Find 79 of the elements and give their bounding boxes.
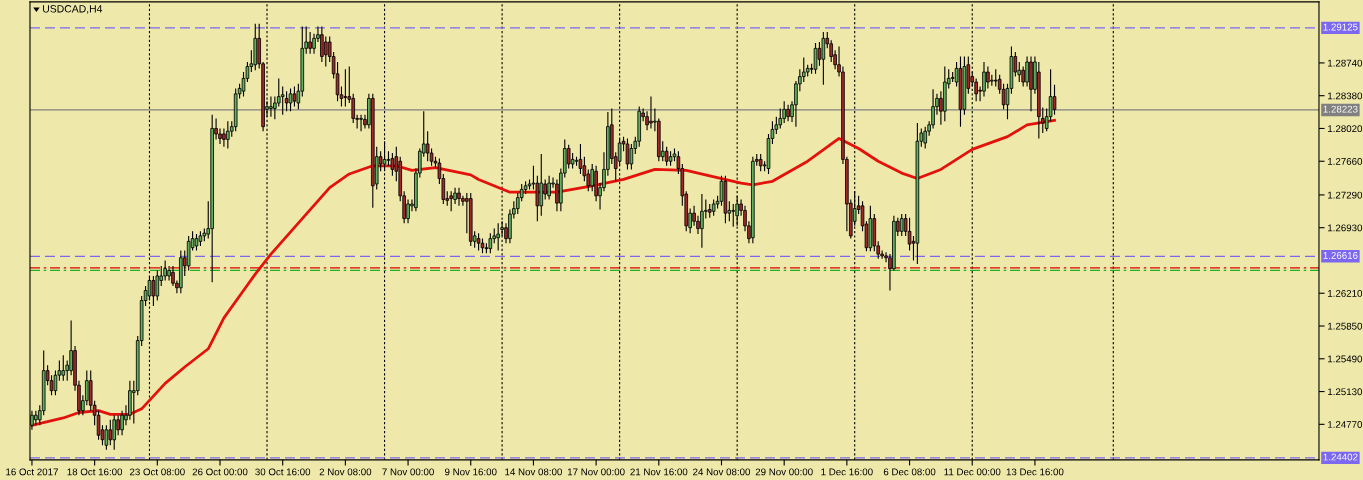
candlestick [986, 66, 990, 89]
x-tick-label: 11 Dec 00:00 [944, 468, 1001, 476]
candlestick [163, 259, 167, 282]
candlestick [1025, 55, 1029, 88]
candlestick [547, 175, 551, 201]
candlestick [899, 213, 904, 237]
y-tick-label: 1.28380 [1328, 92, 1363, 100]
candlestick [343, 68, 348, 108]
candlestick [700, 193, 704, 249]
candlestick [649, 96, 653, 130]
candlestick [151, 275, 156, 307]
x-tick-label: 18 Oct 16:00 [67, 468, 123, 476]
x-tick-label: 6 Dec 08:00 [883, 468, 936, 476]
candlestick [359, 114, 363, 132]
candlestick [488, 232, 493, 254]
x-tick-label: 29 Nov 00:00 [755, 468, 813, 476]
candlestick [284, 90, 289, 112]
y-tick-label: 1.24770 [1328, 421, 1363, 428]
y-tick-label: 1.28020 [1328, 125, 1363, 133]
candlestick [324, 35, 328, 68]
candlestick [390, 152, 395, 177]
candlestick [406, 198, 410, 224]
candlestick [269, 96, 273, 118]
y-tick-label: 1.27290 [1328, 191, 1363, 199]
x-tick-label: 21 Nov 16:00 [630, 468, 688, 476]
candlestick [735, 195, 739, 227]
x-tick-label: 26 Oct 00:00 [192, 468, 248, 476]
x-tick-label: 16 Oct 2017 [6, 468, 58, 476]
x-tick-label: 2 Nov 08:00 [319, 468, 372, 476]
ref-line-label: 1.26616 [1323, 252, 1358, 259]
candlestick [288, 87, 293, 112]
y-tick-label: 1.25850 [1328, 322, 1363, 330]
candlestick [222, 127, 226, 148]
y-tick-label: 1.27660 [1328, 157, 1363, 165]
y-tick-label: 1.25130 [1328, 388, 1363, 396]
candlestick [982, 61, 986, 98]
candlestick [664, 146, 669, 167]
ref-line-label: 1.28223 [1323, 105, 1358, 113]
x-tick-label: 24 Nov 08:00 [693, 468, 751, 476]
candlestick [226, 120, 230, 150]
candlestick [817, 41, 822, 67]
x-tick-label: 17 Nov 00:00 [567, 468, 625, 476]
x-tick-label: 13 Dec 16:00 [1006, 468, 1064, 476]
candlestick [320, 25, 324, 63]
y-tick-label: 1.26930 [1328, 224, 1363, 232]
candlestick [566, 144, 571, 170]
candlestick [34, 410, 38, 426]
candlestick [778, 107, 783, 130]
candlestick [116, 414, 120, 436]
candlestick [155, 269, 160, 302]
x-tick-label: 23 Oct 08:00 [129, 468, 185, 476]
ref-line-label: 1.24402 [1323, 453, 1358, 461]
y-tick-label: 1.26210 [1328, 289, 1363, 297]
candlestick [629, 143, 634, 170]
ref-line-label: 1.29125 [1323, 23, 1358, 31]
candlestick [280, 86, 285, 116]
candlestick [578, 143, 583, 175]
candlestick [108, 419, 113, 446]
candlestick [1052, 84, 1057, 116]
candlestick [104, 424, 109, 451]
candlestick [457, 187, 461, 207]
candlestick [112, 414, 117, 451]
candlestick [731, 203, 736, 228]
x-tick-label: 30 Oct 16:00 [255, 468, 311, 476]
candlestick [539, 153, 544, 217]
y-tick-label: 1.25490 [1328, 355, 1363, 363]
x-tick-label: 1 Dec 16:00 [821, 468, 873, 476]
candlestick [53, 370, 58, 396]
x-tick-label: 9 Nov 16:00 [444, 468, 497, 476]
y-tick-label: 1.28740 [1328, 59, 1363, 67]
candlestick [61, 354, 66, 382]
candlestick [425, 130, 430, 162]
candlestick [449, 190, 453, 212]
candlestick [782, 100, 786, 124]
candlestick [292, 86, 297, 108]
x-tick-label: 7 Nov 00:00 [382, 468, 434, 476]
x-tick-label: 14 Nov 08:00 [505, 468, 562, 476]
chart-title: USDCAD,H4 [43, 5, 103, 14]
candlestick [308, 31, 312, 55]
